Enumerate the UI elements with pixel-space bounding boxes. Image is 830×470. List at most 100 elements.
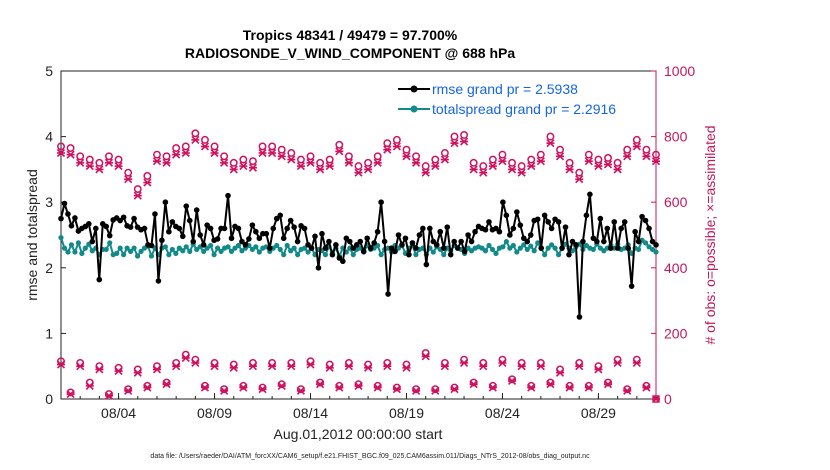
obs-assimilated-marker xyxy=(268,362,277,371)
rmse-point xyxy=(402,235,409,242)
obs-assimilated-marker xyxy=(114,367,123,376)
totalspread-point xyxy=(187,248,193,254)
obs-possible-marker xyxy=(402,145,411,154)
obs-possible-marker xyxy=(527,381,536,390)
totalspread-point xyxy=(117,245,123,251)
rmse-point xyxy=(364,235,370,242)
obs-assimilated-marker xyxy=(354,381,363,390)
obs-assimilated-marker xyxy=(181,353,190,363)
rmse-point xyxy=(576,314,583,320)
rmse-point xyxy=(580,238,586,245)
obs-possible-marker xyxy=(373,152,382,161)
obs-assimilated-marker xyxy=(450,385,459,394)
obs-assimilated-marker xyxy=(296,386,305,395)
totalspread-point xyxy=(124,245,130,251)
obs-assimilated-marker xyxy=(412,158,421,167)
obs-possible-marker xyxy=(181,142,190,151)
rmse-point xyxy=(273,215,280,222)
rmse-point xyxy=(347,238,353,245)
totalspread-point xyxy=(131,245,137,251)
totalspread-point xyxy=(183,244,189,250)
rmse-point xyxy=(388,245,395,251)
obs-assimilated-marker xyxy=(114,162,123,171)
rmse-point xyxy=(447,251,454,258)
obs-possible-marker xyxy=(517,162,526,171)
rmse-point xyxy=(594,238,600,245)
obs-assimilated-marker xyxy=(459,358,469,367)
right-tick-label: 800 xyxy=(664,129,688,145)
obs-possible-marker xyxy=(201,135,209,144)
obs-assimilated-marker xyxy=(373,383,382,392)
rmse-point xyxy=(562,224,569,230)
obs-possible-marker xyxy=(556,145,564,154)
totalspread-point xyxy=(201,248,207,254)
obs-possible-marker xyxy=(66,144,75,153)
right-tick-label: 0 xyxy=(664,391,672,407)
rmse-point xyxy=(367,245,374,251)
rmse-point xyxy=(308,245,315,251)
legend: rmse grand pr = 2.5938 totalspread grand… xyxy=(398,81,616,117)
obs-assimilated-marker xyxy=(306,158,315,167)
rmse-point xyxy=(420,225,426,232)
obs-possible-marker xyxy=(162,378,171,387)
obs-possible-marker xyxy=(210,142,219,151)
obs-assimilated-marker xyxy=(507,165,517,174)
obs-assimilated-marker xyxy=(143,178,152,187)
totalspread-point xyxy=(552,245,558,251)
rmse-point xyxy=(653,242,659,248)
rmse-point xyxy=(559,245,565,251)
obs-possible-marker xyxy=(335,381,344,390)
rmse-point xyxy=(628,283,635,289)
totalspread-point xyxy=(642,240,649,246)
obs-possible-marker xyxy=(431,155,440,164)
totalspread-point xyxy=(162,244,168,250)
obs-possible-marker xyxy=(114,155,123,164)
x-tick-label: 08/24 xyxy=(485,405,520,421)
totalspread-point xyxy=(103,246,109,253)
totalspread-point xyxy=(489,246,496,253)
rmse-point xyxy=(246,236,252,242)
totalspread-point xyxy=(503,238,509,245)
obs-possible-marker xyxy=(431,385,440,394)
totalspread-point xyxy=(517,245,523,251)
obs-assimilated-marker xyxy=(479,168,488,177)
obs-assimilated-marker xyxy=(613,358,622,367)
obs-assimilated-marker xyxy=(76,158,85,167)
obs-possible-marker xyxy=(133,185,142,194)
obs-possible-marker xyxy=(296,155,305,164)
rmse-point xyxy=(500,199,506,205)
obs-assimilated-marker xyxy=(613,165,622,174)
x-tick-label: 08/14 xyxy=(293,405,328,421)
totalspread-point xyxy=(208,242,214,249)
obs-assimilated-marker xyxy=(85,381,94,390)
rmse-point xyxy=(120,214,127,221)
rmse-point xyxy=(155,278,162,284)
totalspread-point xyxy=(350,252,356,258)
obs-assimilated-marker xyxy=(229,363,238,372)
rmse-point xyxy=(141,225,148,232)
rmse-point xyxy=(353,242,360,248)
totalspread-point xyxy=(134,253,141,259)
x-axis-label: Aug.01,2012 00:00:00 start xyxy=(274,426,443,442)
rmse-point xyxy=(433,242,440,248)
obs-possible-marker xyxy=(623,145,632,154)
rmse-point xyxy=(482,226,489,233)
obs-assimilated-marker xyxy=(354,168,363,177)
obs-assimilated-marker xyxy=(421,168,430,177)
rmse-point xyxy=(625,245,631,251)
obs-assimilated-marker xyxy=(104,158,114,167)
obs-possible-marker xyxy=(412,152,421,161)
obs-assimilated-marker xyxy=(623,152,632,161)
obs-possible-marker xyxy=(354,380,363,389)
obs-possible-marker xyxy=(604,378,612,387)
rmse-point xyxy=(517,222,524,228)
obs-assimilated-marker xyxy=(220,158,229,167)
rmse-point xyxy=(301,225,308,232)
rmse-point xyxy=(86,221,92,227)
rmse-point xyxy=(569,238,576,245)
obs-possible-marker xyxy=(565,381,574,390)
rmse-point xyxy=(291,224,297,230)
obs-possible-marker xyxy=(354,162,363,171)
obs-possible-marker xyxy=(258,142,267,151)
obs-assimilated-marker xyxy=(172,150,181,159)
